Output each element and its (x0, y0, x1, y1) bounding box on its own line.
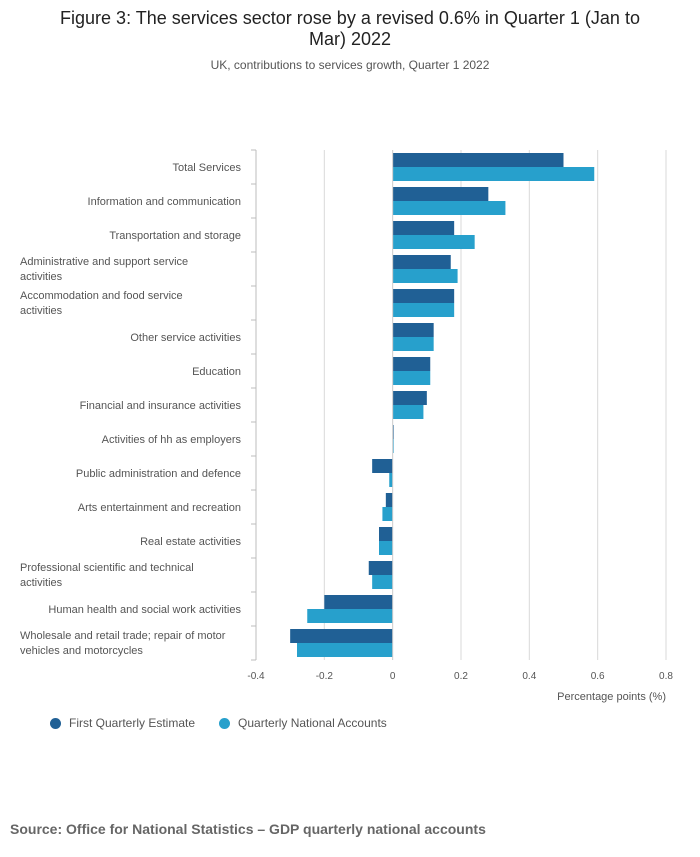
bar-series-1-7 (392, 391, 427, 405)
category-label-0: Total Services (173, 162, 242, 174)
category-label-4: Accommodation and food service activities (20, 290, 183, 317)
legend-label-series-2: Quarterly National Accounts (238, 716, 387, 730)
bar-series-2-12 (372, 575, 393, 589)
x-tick-label-0.8: 0.8 (659, 671, 673, 682)
bar-series-1-11 (379, 527, 393, 541)
chart-title-line-1: Figure 3: The services sector rose by a … (60, 8, 640, 28)
bar-series-1-12 (368, 561, 393, 575)
source-note: Source: Office for National Statistics –… (10, 821, 486, 837)
category-label-1: Information and communication (88, 196, 241, 208)
legend-item-quarterly-national-accounts: Quarterly National Accounts (219, 716, 387, 730)
category-label-line: Total Services (173, 162, 242, 174)
bar-series-1-13 (324, 595, 393, 609)
bar-series-1-10 (385, 493, 393, 507)
category-label-3: Administrative and support service activi… (20, 256, 188, 283)
bar-series-2-4 (392, 303, 455, 317)
category-label-10: Arts entertainment and recreation (78, 502, 241, 514)
bar-series-1-3 (392, 255, 451, 269)
bar-series-2-0 (392, 167, 595, 181)
bar-series-1-4 (392, 289, 455, 303)
category-label-7: Financial and insurance activities (80, 400, 242, 412)
category-label-line: Human health and social work activities (48, 604, 241, 616)
legend-label-series-1: First Quarterly Estimate (69, 716, 196, 730)
category-label-line: activities (20, 271, 63, 283)
bar-series-2-6 (392, 371, 431, 385)
bar-series-1-5 (392, 323, 434, 337)
bar-series-2-3 (392, 269, 458, 283)
x-tick-label--0.4: -0.4 (247, 671, 265, 682)
category-label-12: Professional scientific and technical act… (20, 562, 194, 589)
bar-series-2-7 (392, 405, 424, 419)
chart-title: Figure 3: The services sector rose by a … (0, 8, 700, 50)
bar-series-2-5 (392, 337, 434, 351)
category-label-line: Real estate activities (140, 536, 241, 548)
bar-series-2-1 (392, 201, 506, 215)
category-label-line: Activities of hh as employers (102, 434, 242, 446)
bar-series-2-13 (307, 609, 393, 623)
bar-series-2-14 (297, 643, 393, 657)
x-tick-label-0.2: 0.2 (454, 671, 468, 682)
bar-series-2-9 (389, 473, 393, 487)
chart-legend: First Quarterly Estimate Quarterly Natio… (50, 716, 387, 730)
category-label-9: Public administration and defence (76, 468, 241, 480)
category-label-5: Other service activities (130, 332, 241, 344)
chart-title-line-2: Mar) 2022 (308, 29, 392, 49)
category-label-line: Information and communication (88, 196, 241, 208)
category-label-line: Education (192, 366, 241, 378)
category-label-line: Financial and insurance activities (80, 400, 242, 412)
chart-subtitle: UK, contributions to services growth, Qu… (210, 58, 490, 72)
category-label-line: Wholesale and retail trade; repair of mo… (20, 630, 226, 642)
legend-swatch-series-2 (219, 717, 231, 729)
category-label-2: Transportation and storage (109, 230, 241, 242)
category-label-line: Transportation and storage (109, 230, 241, 242)
category-label-6: Education (192, 366, 241, 378)
category-label-line: Professional scientific and technical (20, 562, 194, 574)
bar-series-1-6 (392, 357, 431, 371)
bar-series-1-2 (392, 221, 455, 235)
category-label-8: Activities of hh as employers (102, 434, 242, 446)
bar-series-2-10 (382, 507, 393, 521)
category-label-13: Human health and social work activities (48, 604, 241, 616)
bar-series-1-0 (392, 153, 564, 167)
bar-series-1-14 (290, 629, 393, 643)
legend-swatch-series-1 (50, 717, 61, 729)
x-tick-label-0.4: 0.4 (522, 671, 536, 682)
legend-item-first-quarterly-estimate: First Quarterly Estimate (50, 716, 195, 730)
bar-series-2-2 (392, 235, 475, 249)
category-label-line: Other service activities (130, 332, 241, 344)
bar-series-2-11 (379, 541, 393, 555)
bar-series-1-9 (372, 459, 393, 473)
category-label-14: Wholesale and retail trade; repair of mo… (20, 630, 226, 657)
bar-series-1-1 (392, 187, 489, 201)
category-label-line: Accommodation and food service (20, 290, 183, 302)
category-label-line: activities (20, 577, 63, 589)
category-label-line: Public administration and defence (76, 468, 241, 480)
bar-chart: -0.4 -0.2 0 0.2 0.4 0.6 0.8 Total Services Infor… (20, 149, 673, 703)
x-tick-label-0.6: 0.6 (591, 671, 605, 682)
category-label-11: Real estate activities (140, 536, 241, 548)
category-label-line: activities (20, 305, 63, 317)
x-tick-label-0: 0 (390, 671, 396, 682)
category-label-line: vehicles and motorcycles (20, 645, 143, 657)
category-label-line: Administrative and support service (20, 256, 188, 268)
x-axis-title: Percentage points (%) (557, 691, 666, 703)
x-tick-label--0.2: -0.2 (316, 671, 334, 682)
category-label-line: Arts entertainment and recreation (78, 502, 241, 514)
